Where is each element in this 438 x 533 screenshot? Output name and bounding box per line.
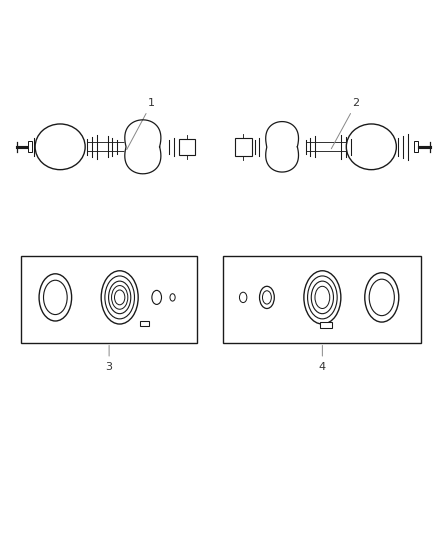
Ellipse shape xyxy=(315,286,330,309)
Bar xyxy=(223,256,421,343)
Text: 3: 3 xyxy=(106,345,113,372)
Bar xyxy=(140,320,149,327)
Ellipse shape xyxy=(39,274,72,321)
Text: 4: 4 xyxy=(319,345,326,372)
Bar xyxy=(321,322,332,328)
Ellipse shape xyxy=(304,271,341,324)
Polygon shape xyxy=(125,120,161,174)
Ellipse shape xyxy=(101,271,138,324)
Ellipse shape xyxy=(43,280,67,314)
Ellipse shape xyxy=(152,290,162,304)
Ellipse shape xyxy=(105,276,134,319)
Ellipse shape xyxy=(262,290,272,304)
Ellipse shape xyxy=(114,290,125,305)
Ellipse shape xyxy=(311,281,333,314)
Bar xyxy=(413,141,418,152)
Ellipse shape xyxy=(346,124,396,169)
Bar xyxy=(28,141,32,152)
Ellipse shape xyxy=(170,294,175,301)
Ellipse shape xyxy=(240,292,247,303)
Ellipse shape xyxy=(307,276,337,319)
Text: 2: 2 xyxy=(331,98,360,149)
Bar xyxy=(235,138,252,156)
Bar xyxy=(21,256,197,343)
Ellipse shape xyxy=(109,281,131,314)
Polygon shape xyxy=(266,122,299,172)
Ellipse shape xyxy=(35,124,85,169)
Ellipse shape xyxy=(112,286,128,309)
Text: 1: 1 xyxy=(127,98,155,150)
Ellipse shape xyxy=(260,286,274,309)
Ellipse shape xyxy=(365,273,399,322)
Bar xyxy=(179,139,195,155)
Ellipse shape xyxy=(369,279,394,316)
